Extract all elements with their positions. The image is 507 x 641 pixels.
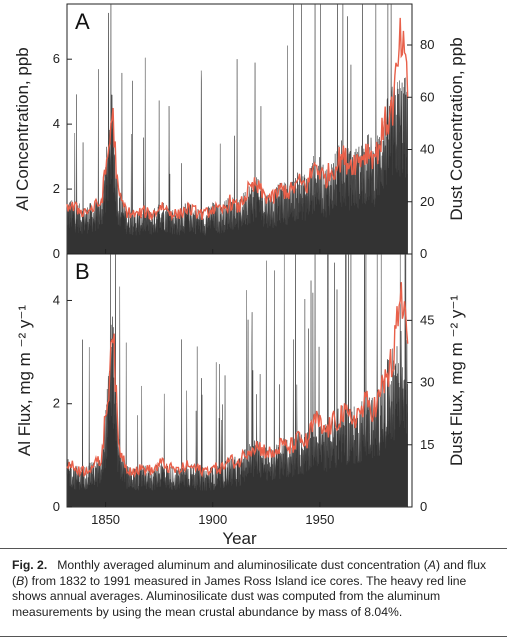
right-tick-label: 45 bbox=[420, 312, 434, 327]
caption-italic-a: A bbox=[427, 558, 436, 572]
right-tick-label: 60 bbox=[420, 89, 434, 104]
panel-a-annual-line bbox=[66, 17, 409, 222]
panel-b-monthly-area bbox=[66, 253, 408, 508]
right-tick-label: 0 bbox=[420, 499, 427, 514]
x-tick-label: 1900 bbox=[198, 512, 227, 527]
annual-average-line bbox=[66, 17, 409, 222]
caption-text-3: ) from 1832 to 1991 measured in James Ro… bbox=[12, 573, 467, 619]
right-tick-label: 80 bbox=[420, 37, 434, 52]
caption-text-2: ) and flux ( bbox=[12, 558, 487, 588]
x-axis-label: Year bbox=[222, 529, 257, 548]
left-tick-label: 6 bbox=[53, 51, 60, 66]
right-tick-label: 15 bbox=[420, 437, 434, 452]
panel-a-left-axis-label: Al Concentration, ppb bbox=[13, 47, 32, 211]
caption-text-1: Monthly averaged aluminum and aluminosil… bbox=[57, 558, 428, 572]
annual-average-line bbox=[66, 282, 409, 478]
panel-b-left-axis-label: Al Flux, mg m ⁻² y⁻¹ bbox=[15, 305, 34, 456]
panel-b-right-axis-label: Dust Flux, mg m ⁻² y⁻¹ bbox=[447, 295, 466, 466]
panel-b-ticks: 0 2 4 0 15 30 45 1850 1900 1950 bbox=[53, 292, 435, 527]
x-tick-label: 1850 bbox=[91, 512, 120, 527]
right-tick-label: 0 bbox=[420, 246, 427, 261]
panel-b-label: B bbox=[75, 259, 90, 284]
caption-fig-number: Fig. 2. bbox=[12, 558, 48, 572]
panel-b: 0 2 4 0 15 30 45 1850 1900 1950 B Al Flux, mg m ⁻… bbox=[15, 253, 466, 548]
caption-bottom-rule bbox=[0, 636, 507, 637]
caption-top-rule bbox=[0, 548, 507, 549]
x-tick-label: 1950 bbox=[305, 512, 334, 527]
panel-a-monthly-area bbox=[66, 3, 408, 255]
left-tick-label: 0 bbox=[53, 499, 60, 514]
right-tick-label: 20 bbox=[420, 194, 434, 209]
left-tick-label: 4 bbox=[53, 116, 60, 131]
monthly-area-path bbox=[66, 253, 408, 508]
panel-b-annual-line bbox=[66, 282, 409, 478]
left-tick-label: 2 bbox=[53, 396, 60, 411]
caption-italic-b: B bbox=[16, 573, 25, 588]
monthly-area-path bbox=[66, 3, 408, 255]
left-tick-label: 0 bbox=[53, 246, 60, 261]
left-tick-label: 4 bbox=[53, 292, 60, 307]
left-tick-label: 2 bbox=[53, 181, 60, 196]
panel-a-label: A bbox=[75, 9, 90, 34]
panel-a-right-axis-label: Dust Concentration, ppb bbox=[447, 37, 466, 220]
figure-caption: Fig. 2. Monthly averaged aluminum and alu… bbox=[12, 558, 498, 620]
right-tick-label: 40 bbox=[420, 142, 434, 157]
right-tick-label: 30 bbox=[420, 375, 434, 390]
